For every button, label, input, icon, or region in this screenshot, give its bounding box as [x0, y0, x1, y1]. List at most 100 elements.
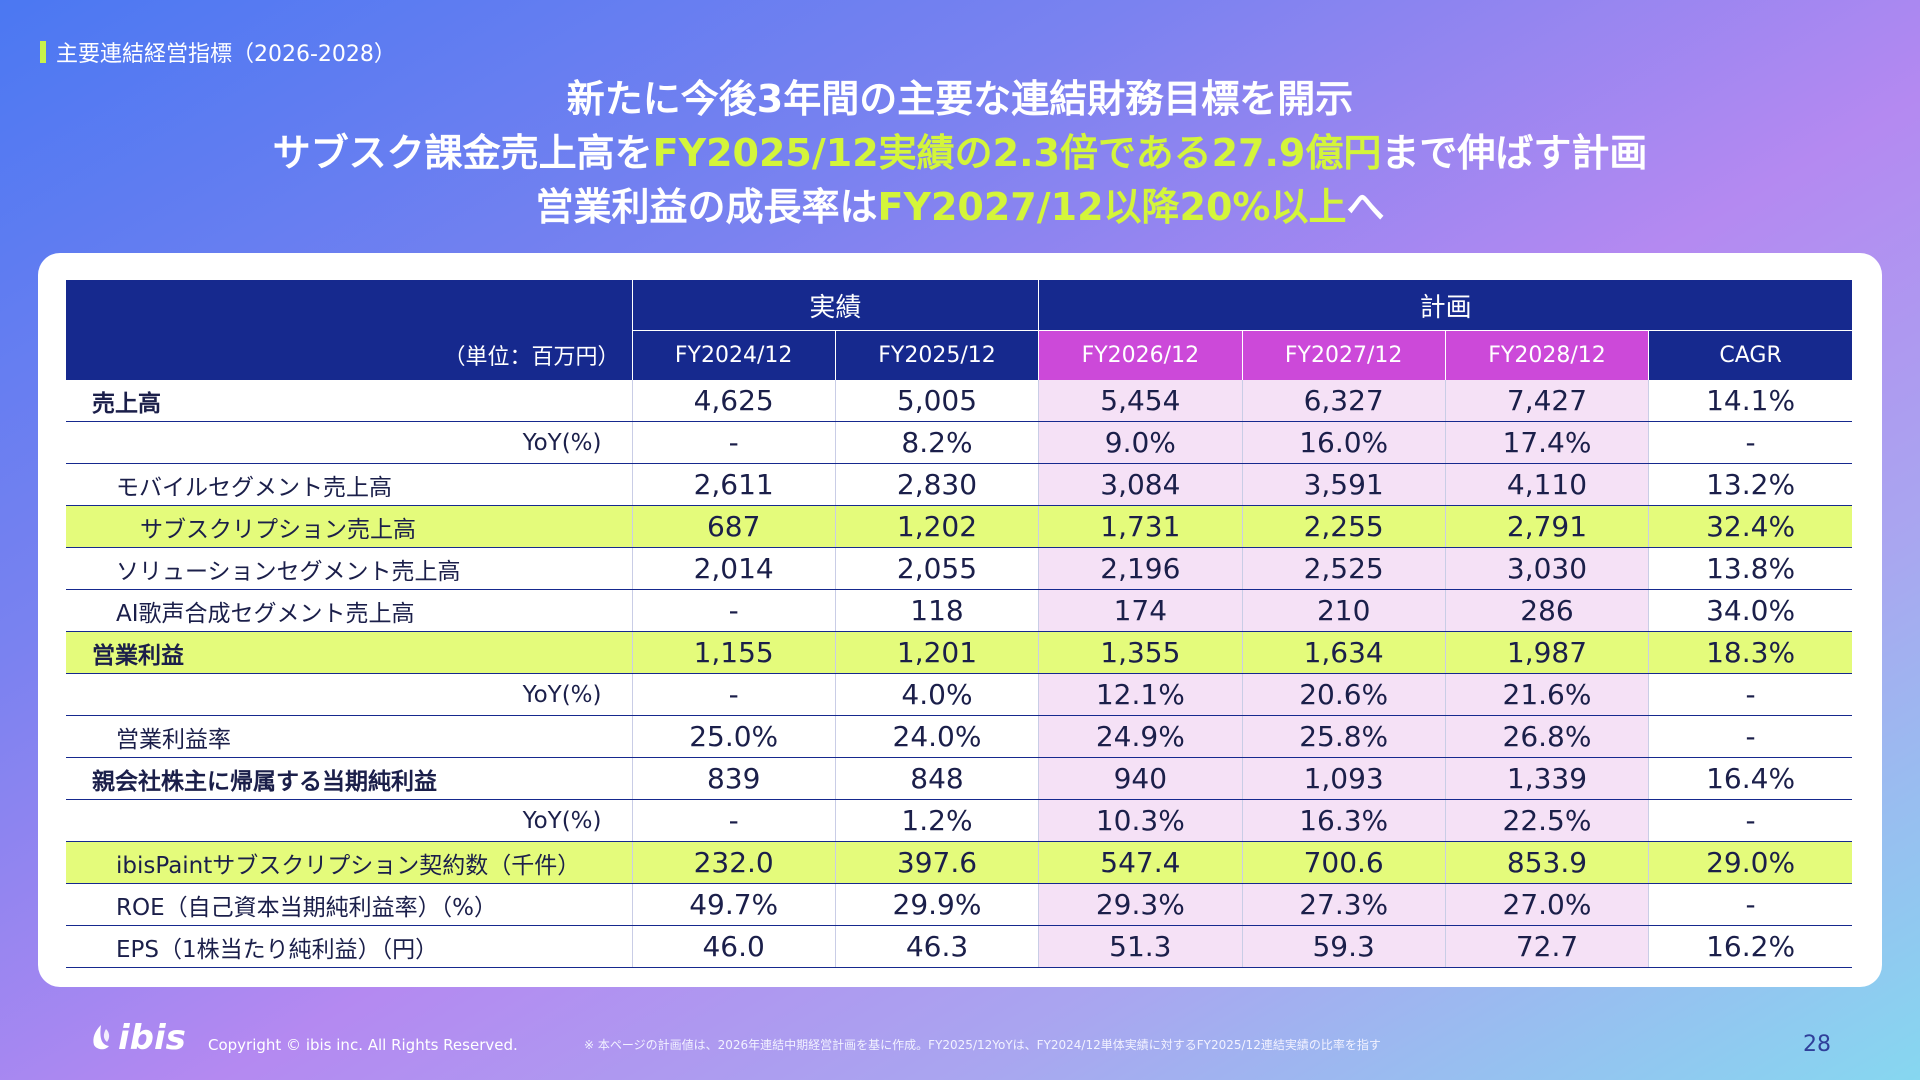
- table-cell: 3,030: [1444, 547, 1649, 590]
- ibis-logo: ibis: [88, 1018, 186, 1058]
- table-cell: 4.0%: [834, 673, 1039, 716]
- headline-line-3: 営業利益の成長率はFY2027/12以降20%以上へ: [0, 180, 1920, 234]
- table-cell: -: [1648, 799, 1852, 842]
- section-label-text: 主要連結経営指標（2026-2028）: [56, 42, 396, 67]
- header-blank: [66, 280, 632, 331]
- row-label: 営業利益率: [66, 715, 632, 758]
- table-cell: 2,196: [1038, 547, 1242, 590]
- headline-line-3-pre: 営業利益の成長率は: [535, 185, 878, 229]
- kpi-table: 実績 計画 （単位：百万円） FY2024/12 FY2025/12 FY202…: [66, 280, 1852, 968]
- table-cell: 1,355: [1038, 631, 1242, 674]
- table-cell: 49.7%: [631, 883, 836, 926]
- table-cell: 29.3%: [1038, 883, 1242, 926]
- table-row: YoY(%) - 1.2% 10.3% 16.3% 22.5% -: [66, 799, 1852, 842]
- ibis-feather-icon: [93, 1025, 110, 1050]
- table-cell: 10.3%: [1038, 799, 1242, 842]
- table-cell: 839: [631, 757, 836, 800]
- header-column-row: （単位：百万円） FY2024/12 FY2025/12 FY2026/12 F…: [66, 330, 1852, 380]
- table-cell: 24.9%: [1038, 715, 1242, 758]
- table-cell: 1,987: [1444, 631, 1649, 674]
- table-row-highlighted: ibisPaintサブスクリプション契約数（千件） 232.0 397.6 54…: [66, 841, 1852, 884]
- header-col-fy2025: FY2025/12: [834, 330, 1039, 380]
- copyright: Copyright © ibis inc. All Rights Reserve…: [208, 1036, 518, 1054]
- table-cell: 286: [1444, 589, 1649, 632]
- row-label: ソリューションセグメント売上高: [66, 547, 632, 590]
- table-cell: 1,731: [1038, 505, 1242, 548]
- table-row: AI歌声合成セグメント売上高 - 118 174 210 286 34.0%: [66, 589, 1852, 632]
- table-cell: -: [1648, 421, 1852, 464]
- table-cell: 13.8%: [1648, 547, 1852, 590]
- table-cell: 4,625: [631, 380, 836, 422]
- table-cell: 25.0%: [631, 715, 836, 758]
- row-label: YoY(%): [66, 799, 632, 842]
- table-cell: 17.4%: [1444, 421, 1649, 464]
- table-cell: 700.6: [1241, 841, 1446, 884]
- table-cell: 210: [1241, 589, 1446, 632]
- section-label: 主要連結経営指標（2026-2028）: [40, 36, 396, 68]
- table-cell: 27.3%: [1241, 883, 1446, 926]
- section-marker: [40, 41, 46, 63]
- table-cell: 27.0%: [1444, 883, 1649, 926]
- row-label: ibisPaintサブスクリプション契約数（千件）: [66, 841, 632, 884]
- logo-text: ibis: [118, 1018, 186, 1058]
- row-label: モバイルセグメント売上高: [66, 463, 632, 506]
- table-cell: 46.3: [834, 925, 1039, 968]
- table-cell: 1,201: [834, 631, 1039, 674]
- table-cell: 1,155: [631, 631, 836, 674]
- table-cell: 2,055: [834, 547, 1039, 590]
- header-group-plan: 計画: [1038, 280, 1852, 331]
- table-cell: 16.4%: [1648, 757, 1852, 800]
- table-cell: 9.0%: [1038, 421, 1242, 464]
- table-cell: 72.7: [1444, 925, 1649, 968]
- headline-line-2-pre: サブスク課金売上高を: [272, 131, 653, 175]
- table-cell: 46.0: [631, 925, 836, 968]
- table-row: ソリューションセグメント売上高 2,014 2,055 2,196 2,525 …: [66, 547, 1852, 590]
- table-cell: 2,014: [631, 547, 836, 590]
- headline-line-3-post: へ: [1346, 185, 1385, 229]
- table-cell: 547.4: [1038, 841, 1242, 884]
- headline-line-2-post: まで伸ばす計画: [1381, 131, 1648, 175]
- table-row: EPS（1株当たり純利益）（円） 46.0 46.3 51.3 59.3 72.…: [66, 925, 1852, 968]
- table-cell: 51.3: [1038, 925, 1242, 968]
- row-label: ROE（自己資本当期純利益率）（%）: [66, 883, 632, 926]
- table-cell: 853.9: [1444, 841, 1649, 884]
- table-cell: 16.0%: [1241, 421, 1446, 464]
- table-cell: 16.3%: [1241, 799, 1446, 842]
- table-cell: 4,110: [1444, 463, 1649, 506]
- row-label: AI歌声合成セグメント売上高: [66, 589, 632, 632]
- table-cell: 34.0%: [1648, 589, 1852, 632]
- table-row: 売上高 4,625 5,005 5,454 6,327 7,427 14.1%: [66, 380, 1852, 422]
- table-cell: 397.6: [834, 841, 1039, 884]
- header-col-fy2028: FY2028/12: [1444, 330, 1649, 380]
- footnote: ※ 本ページの計画値は、2026年連結中期経営計画を基に作成。FY2025/12…: [584, 1038, 1381, 1052]
- table-cell: 1,093: [1241, 757, 1446, 800]
- row-label: 親会社株主に帰属する当期純利益: [66, 757, 632, 800]
- table-cell: 3,084: [1038, 463, 1242, 506]
- table-cell: 1,634: [1241, 631, 1446, 674]
- table-row-highlighted: 営業利益 1,155 1,201 1,355 1,634 1,987 18.3%: [66, 631, 1852, 674]
- row-label: EPS（1株当たり純利益）（円）: [66, 925, 632, 968]
- table-cell: 2,255: [1241, 505, 1446, 548]
- table-cell: 25.8%: [1241, 715, 1446, 758]
- table-cell: -: [631, 673, 836, 716]
- headline-line-2: サブスク課金売上高をFY2025/12実績の2.3倍である27.9億円まで伸ばす…: [0, 126, 1920, 180]
- table-cell: 29.0%: [1648, 841, 1852, 884]
- table-cell: 32.4%: [1648, 505, 1852, 548]
- table-cell: 12.1%: [1038, 673, 1242, 716]
- table-cell: -: [631, 589, 836, 632]
- header-col-fy2026: FY2026/12: [1038, 330, 1242, 380]
- table-card: 実績 計画 （単位：百万円） FY2024/12 FY2025/12 FY202…: [38, 253, 1882, 987]
- table-row: YoY(%) - 4.0% 12.1% 20.6% 21.6% -: [66, 673, 1852, 716]
- table-cell: 687: [631, 505, 836, 548]
- table-row-highlighted: サブスクリプション売上高 687 1,202 1,731 2,255 2,791…: [66, 505, 1852, 548]
- row-label: 売上高: [66, 380, 632, 422]
- table-cell: 8.2%: [834, 421, 1039, 464]
- header-unit: （単位：百万円）: [66, 330, 632, 380]
- table-cell: 22.5%: [1444, 799, 1649, 842]
- table-cell: 29.9%: [834, 883, 1039, 926]
- table-cell: 1,202: [834, 505, 1039, 548]
- table-cell: 2,525: [1241, 547, 1446, 590]
- header-col-fy2027: FY2027/12: [1241, 330, 1446, 380]
- table-row: YoY(%) - 8.2% 9.0% 16.0% 17.4% -: [66, 421, 1852, 464]
- headline-line-1: 新たに今後3年間の主要な連結財務目標を開示: [566, 77, 1354, 121]
